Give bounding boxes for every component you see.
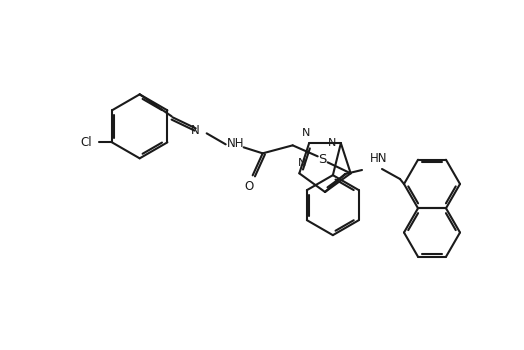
Text: Cl: Cl (80, 136, 92, 149)
Text: N: N (191, 124, 200, 137)
Text: O: O (244, 180, 253, 193)
Text: N: N (328, 138, 336, 148)
Text: S: S (319, 153, 327, 166)
Text: HN: HN (370, 152, 388, 165)
Text: NH: NH (227, 137, 244, 150)
Text: N: N (302, 128, 310, 138)
Text: N: N (298, 158, 307, 168)
